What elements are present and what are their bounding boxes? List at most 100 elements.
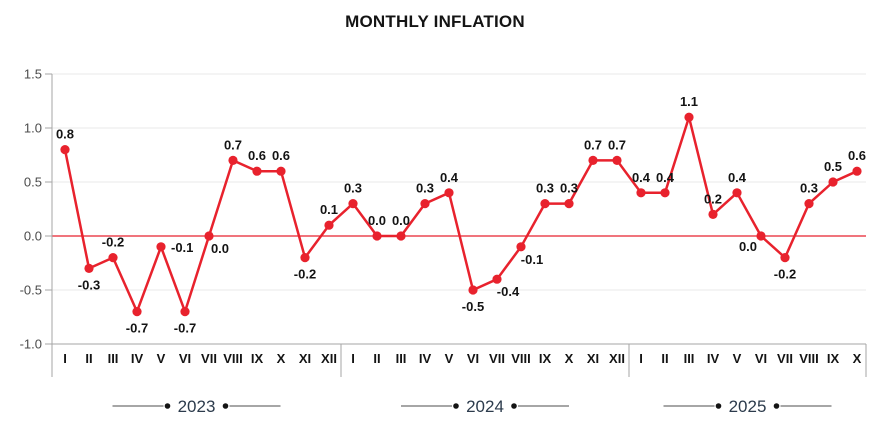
month-label-2023-V: V <box>157 351 166 366</box>
data-label-2023-III: -0.2 <box>102 235 124 250</box>
data-point-2023-V <box>156 242 166 252</box>
data-point-2023-I <box>60 145 70 155</box>
data-point-2025-I <box>636 188 646 198</box>
month-label-2025-VII: VII <box>777 351 793 366</box>
data-point-2024-VI <box>468 285 478 295</box>
month-label-2025-III: III <box>684 351 695 366</box>
data-point-2024-IX <box>540 199 550 209</box>
y-tick-label-0.0: 0.0 <box>24 229 42 244</box>
month-label-2024-XI: XI <box>587 351 599 366</box>
data-point-2024-X <box>564 199 574 209</box>
month-label-2025-X: X <box>853 351 862 366</box>
data-label-2025-III: 1.1 <box>680 94 698 109</box>
data-point-2023-XI <box>300 253 310 263</box>
month-label-2023-X: X <box>277 351 286 366</box>
data-label-2024-XI: 0.7 <box>584 137 602 152</box>
data-label-2025-IV: 0.2 <box>704 191 722 206</box>
data-point-2024-II <box>372 231 382 241</box>
month-label-2023-III: III <box>108 351 119 366</box>
data-label-2024-I: 0.3 <box>344 181 362 196</box>
data-point-2024-XI <box>588 155 598 165</box>
y-tick-label-0.5: 0.5 <box>24 175 42 190</box>
data-label-2024-X: 0.3 <box>560 181 578 196</box>
year-dot-left <box>164 403 171 409</box>
y-tick-label-1.0: 1.0 <box>24 121 42 136</box>
data-label-2025-V: 0.4 <box>728 170 747 185</box>
month-label-2025-VIII: VIII <box>799 351 819 366</box>
data-label-2025-I: 0.4 <box>632 170 651 185</box>
data-point-2025-II <box>660 188 670 198</box>
data-label-2023-VI: -0.7 <box>174 321 196 336</box>
data-label-2023-IV: -0.7 <box>126 321 148 336</box>
data-point-2023-X <box>276 166 286 176</box>
month-label-2025-VI: VI <box>755 351 767 366</box>
month-label-2024-I: I <box>351 351 355 366</box>
data-label-2023-XI: -0.2 <box>294 267 316 282</box>
data-label-2023-VII: 0.0 <box>211 241 229 256</box>
data-label-2024-II: 0.0 <box>368 213 386 228</box>
month-label-2023-VI: VI <box>179 351 191 366</box>
data-point-2025-VI <box>756 231 766 241</box>
month-label-2023-II: II <box>85 351 92 366</box>
data-point-2025-VII <box>780 253 790 263</box>
month-label-2025-V: V <box>733 351 742 366</box>
data-label-2024-IV: 0.3 <box>416 181 434 196</box>
data-point-2023-VIII <box>228 155 238 165</box>
data-point-2025-III <box>684 112 694 122</box>
year-dot-right <box>773 403 780 409</box>
chart-title: MONTHLY INFLATION <box>345 12 525 31</box>
data-label-2024-III: 0.0 <box>392 213 410 228</box>
year-label-2023: 2023 <box>178 397 216 416</box>
data-label-2025-X: 0.6 <box>848 148 866 163</box>
month-label-2023-I: I <box>63 351 67 366</box>
month-label-2023-VII: VII <box>201 351 217 366</box>
year-dot-left <box>453 403 459 409</box>
data-label-2025-II: 0.4 <box>656 170 675 185</box>
month-label-2024-V: V <box>445 351 454 366</box>
data-label-2024-IX: 0.3 <box>536 181 554 196</box>
year-label-2025: 2025 <box>729 397 767 416</box>
month-label-2024-X: X <box>565 351 574 366</box>
month-label-2024-III: III <box>396 351 407 366</box>
data-label-2025-VII: -0.2 <box>774 267 796 282</box>
year-dot-right <box>222 403 229 409</box>
month-label-2024-VIII: VIII <box>511 351 531 366</box>
data-label-2023-XII: 0.1 <box>320 202 338 217</box>
month-label-2023-IX: IX <box>251 351 264 366</box>
data-point-2025-VIII <box>804 199 814 209</box>
data-point-2025-IV <box>708 209 718 219</box>
data-point-2023-II <box>84 263 94 273</box>
month-label-2023-IV: IV <box>131 351 144 366</box>
data-point-2024-IV <box>420 199 430 209</box>
data-point-2025-X <box>852 166 862 176</box>
data-label-2025-VI: 0.0 <box>739 239 757 254</box>
data-label-2023-I: 0.8 <box>56 127 74 142</box>
data-label-2025-IX: 0.5 <box>824 159 842 174</box>
data-point-2024-V <box>444 188 454 198</box>
data-point-2025-IX <box>828 177 838 187</box>
data-point-2023-VI <box>180 307 190 317</box>
series-line <box>63 115 858 313</box>
data-label-2025-VIII: 0.3 <box>800 181 818 196</box>
month-label-2024-VI: VI <box>467 351 479 366</box>
year-label-2024: 2024 <box>466 397 504 416</box>
month-label-2024-IV: IV <box>419 351 432 366</box>
data-label-2024-V: 0.4 <box>440 170 459 185</box>
data-label-2023-X: 0.6 <box>272 148 290 163</box>
data-label-2024-XII: 0.7 <box>608 137 626 152</box>
month-label-2023-VIII: VIII <box>223 351 243 366</box>
data-point-2023-IX <box>252 166 262 176</box>
month-label-2024-IX: IX <box>539 351 552 366</box>
data-label-2023-VIII: 0.7 <box>224 137 242 152</box>
y-tick-label-1.5: 1.5 <box>24 67 42 82</box>
month-label-2025-II: II <box>661 351 668 366</box>
data-point-2024-III <box>396 231 406 241</box>
data-point-2023-XII <box>324 220 334 230</box>
data-label-2023-II: -0.3 <box>78 277 100 292</box>
y-tick-label--0.5: -0.5 <box>20 283 42 298</box>
data-point-2024-VII <box>492 274 502 284</box>
data-label-2024-VIII: -0.1 <box>521 252 543 267</box>
data-point-2024-I <box>348 199 358 209</box>
